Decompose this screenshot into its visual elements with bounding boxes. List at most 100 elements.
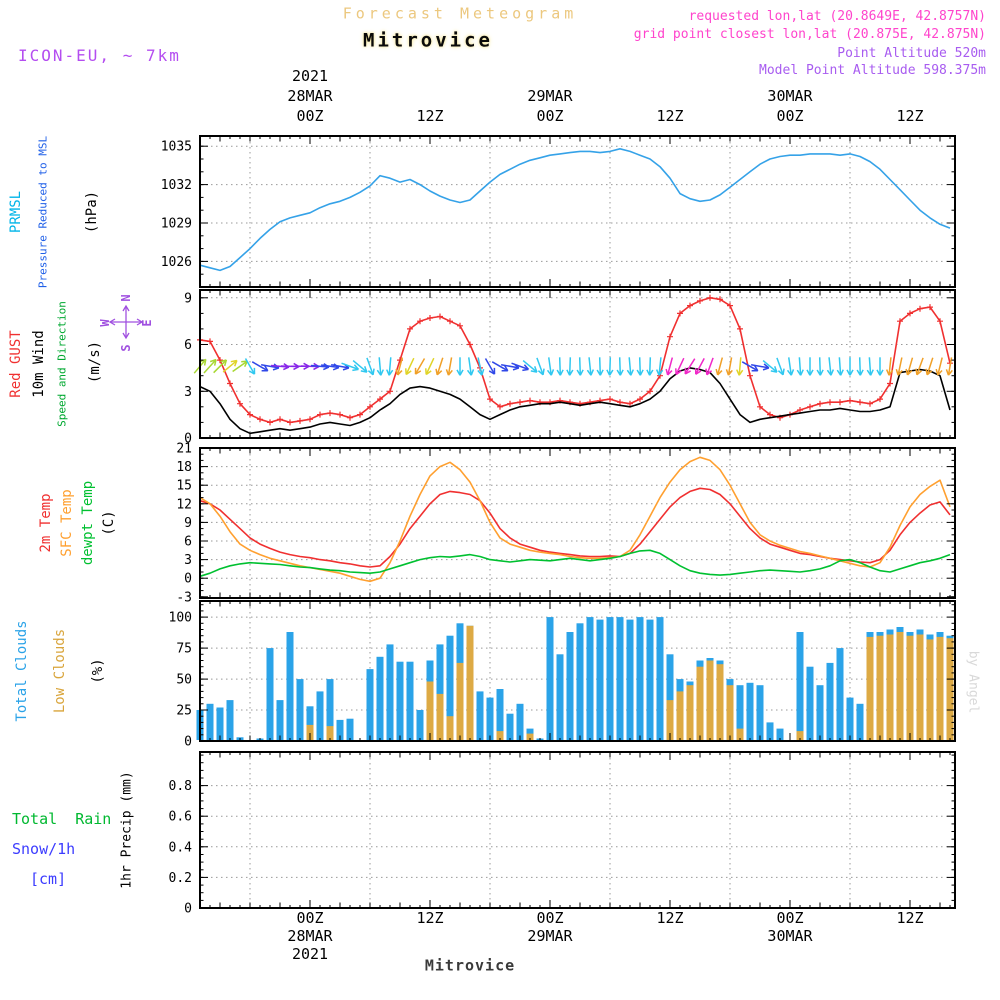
wind-arrow bbox=[725, 357, 733, 376]
total-clouds-bar bbox=[226, 700, 234, 740]
panel-border-temp bbox=[199, 447, 956, 599]
wind-arrow-head bbox=[684, 367, 691, 375]
wind-arrow bbox=[536, 357, 545, 376]
wind-arrow-shaft bbox=[818, 357, 822, 376]
date-label-top: 29MAR bbox=[527, 87, 573, 105]
compass-east-label: E bbox=[140, 319, 154, 326]
wind-arrow-head bbox=[751, 365, 759, 372]
wind-arrow-head bbox=[806, 369, 814, 376]
wind-arrow-head bbox=[646, 369, 654, 376]
total-clouds-bar bbox=[856, 703, 864, 740]
y-tick-label: -3 bbox=[176, 590, 192, 605]
wind-10m-label: 10m Wind bbox=[31, 330, 47, 398]
wind-arrow-shaft bbox=[588, 357, 592, 376]
wind-arrow-shaft bbox=[414, 358, 426, 375]
wind-arrow bbox=[665, 357, 674, 376]
wind-arrow-shaft bbox=[695, 358, 705, 375]
wind-speed-direction-label: Speed and Direction bbox=[55, 301, 69, 427]
wind-arrow-shaft bbox=[331, 363, 349, 369]
low-clouds-bar bbox=[896, 632, 904, 740]
wind-arrow-head bbox=[846, 369, 854, 376]
wind-arrow-head bbox=[405, 368, 412, 376]
low-clouds-bar bbox=[736, 728, 744, 740]
wind-arrow bbox=[366, 357, 375, 376]
wind-arrow bbox=[596, 357, 604, 376]
wind-arrow-head bbox=[786, 369, 795, 376]
wind-arrow-shaft bbox=[738, 357, 742, 376]
wind-arrow-shaft bbox=[608, 357, 612, 376]
date-label-bottom: 28MAR bbox=[287, 927, 333, 945]
total-clouds-bar bbox=[346, 718, 354, 740]
time-tick-label-bottom: 12Z bbox=[656, 909, 683, 927]
low-clouds-bar bbox=[876, 635, 884, 740]
total-clouds-bar bbox=[606, 617, 614, 740]
total-clouds-bar bbox=[396, 661, 404, 740]
total-clouds-bar bbox=[836, 648, 844, 740]
wind-arrow bbox=[376, 357, 384, 376]
wind-arrow-shaft bbox=[675, 357, 685, 375]
panel-border-wind bbox=[199, 289, 956, 439]
wind-arrow-shaft bbox=[222, 359, 238, 373]
wind-arrow-shaft bbox=[522, 359, 538, 373]
wind-arrow bbox=[466, 357, 475, 376]
wind-arrow-shaft bbox=[310, 364, 330, 368]
wind-arrow bbox=[522, 359, 538, 373]
wind-arrow-shaft bbox=[320, 364, 340, 369]
y-tick-label: 21 bbox=[176, 442, 192, 457]
wind-arrow-head bbox=[636, 369, 644, 376]
total-clouds-bar bbox=[646, 619, 654, 740]
low-clouds-label: Low Clouds bbox=[52, 628, 68, 714]
snow-label: Snow/1h bbox=[12, 840, 76, 858]
wind-arrow-head bbox=[445, 369, 453, 376]
time-tick-label-top: 00Z bbox=[536, 107, 563, 125]
total-clouds-bar bbox=[626, 619, 634, 740]
y-tick-label: 3 bbox=[184, 553, 192, 568]
wind-arrow-shaft bbox=[341, 362, 359, 371]
wind-arrow-shaft bbox=[916, 357, 924, 376]
total-clouds-bar bbox=[316, 691, 324, 740]
wind-arrow-head bbox=[770, 366, 778, 373]
low-clouds-bar bbox=[706, 660, 714, 740]
total-clouds-bar bbox=[666, 654, 674, 740]
wind-arrow-shaft bbox=[897, 357, 903, 376]
wind-arrow-head bbox=[895, 368, 903, 376]
wind-arrow-head bbox=[705, 368, 713, 376]
wind-arrow bbox=[352, 359, 368, 373]
wind-arrow-shaft bbox=[501, 363, 519, 369]
wind-arrow bbox=[576, 357, 584, 376]
wind-arrow-shaft bbox=[468, 357, 472, 376]
wind-arrow-shaft bbox=[727, 357, 733, 376]
panel-border-clouds bbox=[199, 600, 956, 742]
time-tick-label-bottom: 00Z bbox=[296, 909, 323, 927]
wind-arrow bbox=[203, 358, 217, 374]
wind-arrow bbox=[925, 357, 934, 376]
wind-arrow-head bbox=[261, 365, 269, 372]
total-clouds-bar bbox=[386, 644, 394, 740]
total-clouds-bar bbox=[496, 689, 504, 740]
wind-arrow bbox=[836, 357, 844, 376]
pressure-line bbox=[199, 148, 951, 272]
wind-arrow-shaft bbox=[798, 357, 802, 376]
wind-arrow bbox=[484, 358, 496, 375]
total-clouds-bar bbox=[516, 703, 524, 740]
time-tick-label-top: 00Z bbox=[296, 107, 323, 125]
low-clouds-bar bbox=[906, 635, 914, 740]
temp-sfc-label: SFC Temp bbox=[59, 489, 75, 557]
wind-arrow bbox=[876, 357, 884, 376]
low-clouds-bar bbox=[946, 638, 954, 740]
wind-arrow-shaft bbox=[741, 361, 759, 372]
wind-arrow-shaft bbox=[484, 358, 496, 375]
y-tick-label: 1026 bbox=[161, 255, 192, 270]
wind-arrow-shaft bbox=[858, 357, 862, 376]
pressure-axis-label-prmsl: PRMSL bbox=[8, 190, 24, 234]
wind-arrow-head bbox=[556, 369, 564, 376]
wind-arrow-shaft bbox=[548, 357, 552, 376]
wind-arrow-head bbox=[694, 368, 702, 375]
compass-horizontal-arrowheads bbox=[108, 318, 144, 326]
wind-arrow bbox=[796, 357, 804, 376]
year-label-top: 2021 bbox=[292, 67, 328, 85]
wind-arrow-head bbox=[477, 368, 485, 376]
wind-arrow-head bbox=[367, 368, 375, 376]
